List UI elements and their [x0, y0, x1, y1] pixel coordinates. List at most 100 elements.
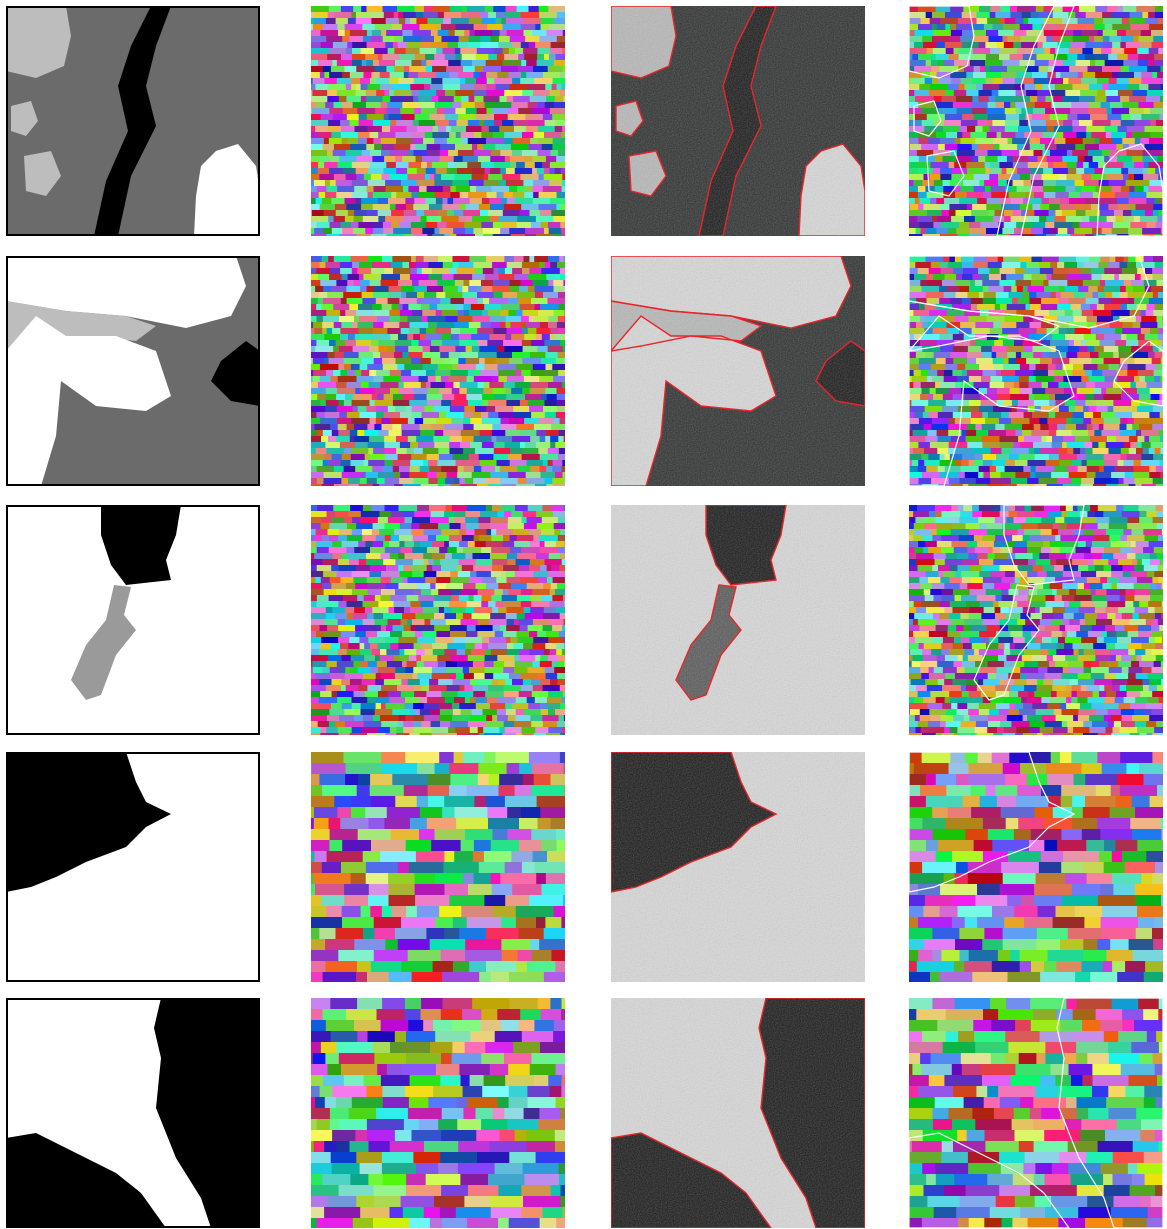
superpixel [1067, 466, 1078, 472]
superpixel [960, 613, 969, 619]
superpixel [458, 114, 476, 120]
superpixel [1126, 589, 1136, 595]
superpixel [1127, 304, 1137, 310]
superpixel [395, 60, 412, 66]
superpixel [1084, 168, 1095, 174]
superpixel [929, 310, 947, 316]
superpixel [1043, 541, 1050, 547]
superpixel [437, 24, 442, 30]
superpixel [400, 472, 410, 478]
superpixel [365, 541, 372, 547]
superpixel [398, 304, 403, 310]
superpixel [1134, 583, 1151, 589]
superpixel [351, 256, 369, 262]
superpixel [483, 709, 498, 715]
superpixel [1111, 132, 1126, 138]
superpixel [1063, 132, 1077, 138]
superpixel [1060, 204, 1075, 210]
superpixel [447, 138, 462, 144]
superpixel [915, 114, 927, 120]
superpixel [352, 192, 369, 198]
superpixel [985, 60, 1003, 66]
superpixel [565, 24, 580, 30]
superpixel [434, 559, 441, 565]
superpixel [1094, 601, 1108, 607]
superpixel [1109, 78, 1117, 84]
superpixel [465, 643, 475, 649]
superpixel [368, 442, 385, 448]
superpixel [424, 6, 433, 12]
superpixel [949, 442, 968, 448]
superpixel [1073, 364, 1084, 370]
superpixel [1111, 478, 1119, 484]
superpixel [340, 268, 352, 274]
superpixel [341, 460, 352, 466]
superpixel [394, 90, 412, 96]
superpixel [997, 132, 1002, 138]
superpixel [1113, 222, 1131, 228]
superpixel [329, 340, 336, 346]
superpixel [354, 210, 367, 216]
superpixel [1119, 577, 1137, 583]
superpixel [1066, 553, 1085, 559]
superpixel [373, 715, 380, 721]
superpixel [902, 6, 919, 12]
superpixel [1049, 553, 1067, 559]
superpixel [1127, 126, 1145, 132]
superpixel [943, 156, 957, 162]
superpixel [305, 460, 323, 466]
superpixel [509, 228, 525, 234]
superpixel [497, 655, 515, 661]
superpixel [430, 709, 441, 715]
superpixel [544, 228, 549, 234]
superpixel [1106, 132, 1112, 138]
superpixel [1150, 595, 1166, 601]
superpixel [411, 523, 420, 529]
superpixel [361, 709, 376, 715]
superpixel [392, 424, 402, 430]
superpixel [315, 346, 333, 352]
superpixel [421, 601, 434, 607]
superpixel [1090, 60, 1096, 66]
superpixel [434, 595, 451, 601]
superpixel [539, 6, 549, 12]
superpixel [402, 631, 416, 637]
superpixel [985, 418, 1000, 424]
superpixel [358, 406, 367, 412]
superpixel [485, 274, 499, 280]
superpixel [417, 268, 422, 274]
superpixel [540, 304, 559, 310]
superpixel [483, 298, 490, 304]
superpixel [1133, 613, 1140, 619]
superpixel [348, 274, 360, 280]
superpixel [313, 78, 325, 84]
superpixel [1133, 601, 1139, 607]
superpixel [536, 553, 549, 559]
superpixel [1142, 234, 1156, 240]
superpixel [1081, 478, 1095, 484]
superpixel [1032, 114, 1044, 120]
superpixel [319, 679, 332, 685]
superpixel [1155, 352, 1167, 358]
superpixel [329, 535, 338, 541]
superpixel [450, 523, 462, 529]
superpixel [982, 280, 1000, 286]
superpixel [562, 180, 575, 186]
superpixel [402, 613, 416, 619]
superpixel [551, 583, 558, 589]
superpixel [1125, 472, 1134, 478]
superpixel [385, 547, 401, 553]
superpixel [450, 406, 465, 412]
superpixel [542, 505, 551, 511]
superpixel [416, 655, 421, 661]
superpixel [979, 42, 986, 48]
superpixel [993, 559, 1012, 565]
superpixel [1040, 619, 1053, 625]
superpixel [557, 583, 567, 589]
superpixel [524, 256, 530, 262]
superpixel [1084, 529, 1094, 535]
superpixel [349, 484, 359, 490]
superpixel [1075, 180, 1085, 186]
superpixel [1059, 328, 1068, 334]
superpixel [938, 412, 954, 418]
